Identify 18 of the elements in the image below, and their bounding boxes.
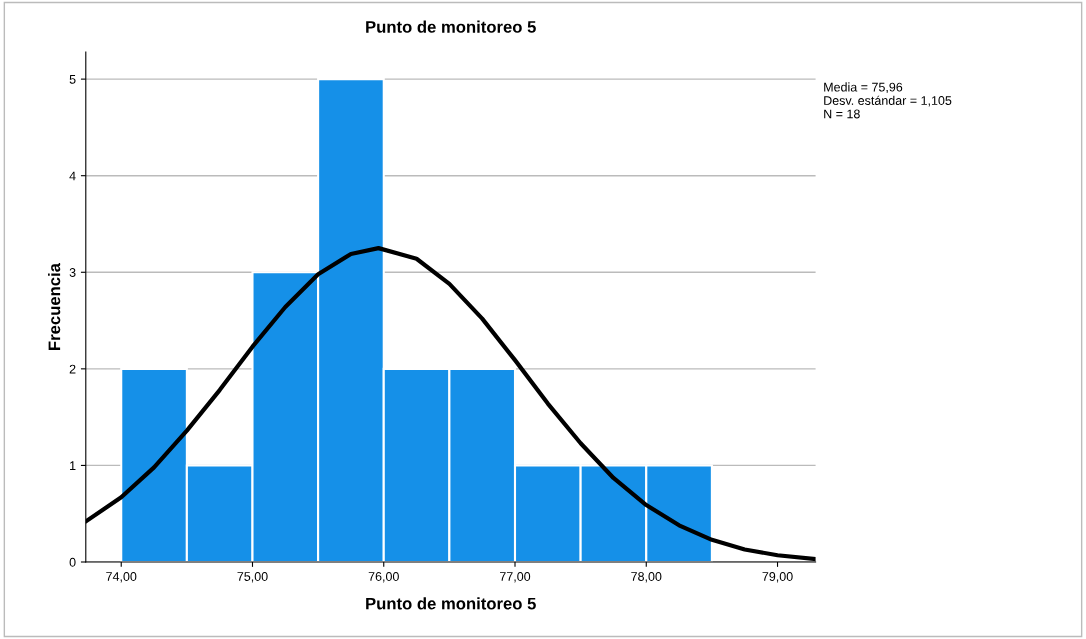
y-tick-label: 1 (70, 461, 76, 470)
chart-title: Punto de monitoreo 5 (366, 20, 536, 33)
text: Desv. estándar = 1,105 (824, 95, 952, 107)
x-tick-label: 74,00 (106, 572, 137, 583)
y-tick-label: 5 (69, 75, 76, 84)
y-tick-label: 4 (69, 171, 76, 181)
text: N = 18 (824, 109, 860, 119)
y-tick-label: 0 (69, 557, 76, 567)
y-tick-label: 3 (69, 268, 76, 277)
x-axis-title: Punto de monitoreo 5 (366, 597, 536, 610)
x-tick-label: 79,00 (762, 572, 793, 583)
x-tick-label: 77,00 (500, 572, 531, 583)
text: Media = 75,96 (824, 82, 903, 94)
x-tick-label: 76,00 (368, 572, 399, 583)
x-tick-label: 78,00 (631, 572, 662, 583)
y-tick-label: 2 (69, 364, 76, 374)
x-tick-label: 75,00 (237, 572, 268, 583)
y-axis-title: Frecuencia (48, 262, 61, 350)
